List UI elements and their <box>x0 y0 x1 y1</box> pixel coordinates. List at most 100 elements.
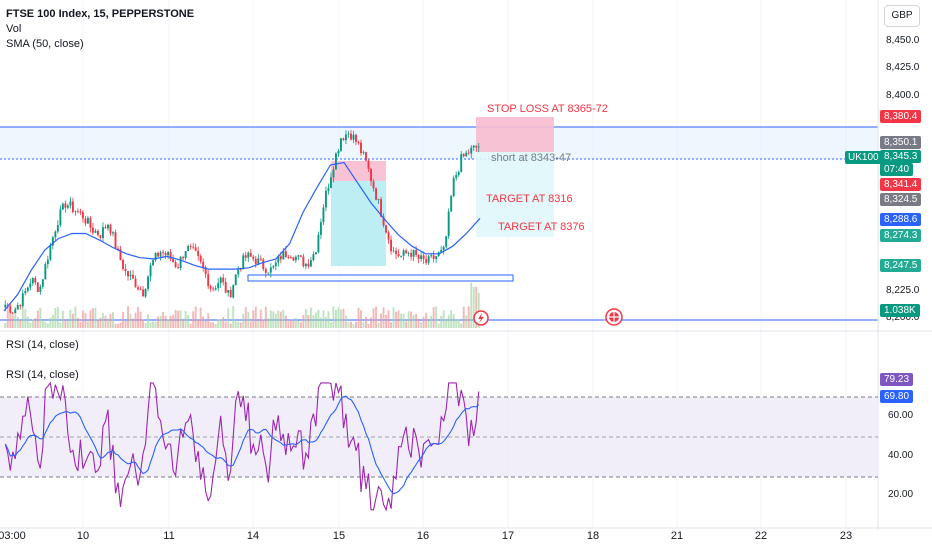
candle-body <box>11 312 14 314</box>
target2-annotation[interactable]: TARGET AT 8376 <box>498 221 585 233</box>
short-annotation[interactable]: short at 8343-47 <box>491 152 572 164</box>
volume-bar <box>119 322 122 328</box>
stop-loss-annotation[interactable]: STOP LOSS AT 8365-72 <box>487 103 608 115</box>
trade-target-box-2 <box>476 152 554 237</box>
candle-body <box>31 278 34 284</box>
candle-body <box>157 252 160 257</box>
volume-bar <box>36 310 39 328</box>
target1-annotation[interactable]: TARGET AT 8316 <box>486 193 573 205</box>
price-badge: 8,274.3 <box>880 229 922 242</box>
volume-bar <box>332 306 335 328</box>
rsi-tick: 40.00 <box>888 450 914 461</box>
resistance-zone <box>0 127 878 159</box>
support-rectangle <box>247 274 514 282</box>
volume-bar <box>309 307 312 328</box>
candle-body <box>430 255 433 257</box>
volume-bar <box>312 315 315 328</box>
candle-body <box>94 230 97 233</box>
volume-bar <box>435 306 438 328</box>
volume-bar <box>239 322 242 328</box>
candle-body <box>352 134 355 140</box>
volume-bar <box>334 309 337 328</box>
volume-bar <box>390 322 393 328</box>
candle-body <box>447 211 450 237</box>
candle-body <box>177 267 180 269</box>
candle-body <box>435 256 438 259</box>
candle-body <box>322 207 325 223</box>
volume-bar <box>61 310 64 328</box>
volume-bar <box>284 315 287 328</box>
sma-line <box>3 161 481 312</box>
candle-body <box>465 152 468 157</box>
candle-body <box>29 283 32 288</box>
volume-bar <box>117 323 119 328</box>
volume-bar <box>324 316 327 328</box>
volume-bar <box>16 316 19 328</box>
candle-body <box>347 133 350 135</box>
volume-bar <box>167 319 170 328</box>
volume-bar <box>274 313 277 328</box>
sma-label[interactable]: SMA (50, close) <box>6 38 84 50</box>
time-tick: 21 <box>670 530 684 542</box>
candle-body <box>54 231 57 238</box>
candle-body <box>114 232 117 249</box>
candle-body <box>41 279 44 287</box>
volume-bar <box>84 313 87 328</box>
candle-body <box>415 250 418 255</box>
rsi-header-label[interactable]: RSI (14, close) <box>6 339 79 351</box>
time-tick: 17 <box>501 530 515 542</box>
candle-body <box>56 225 59 232</box>
price-tick: 8,225.0 <box>886 285 920 296</box>
candle-body <box>314 252 317 255</box>
volume-bar <box>147 314 150 328</box>
candle-body <box>112 232 114 234</box>
price-tick: 8,450.0 <box>886 35 920 46</box>
currency-button[interactable]: GBP <box>884 5 920 27</box>
vol-label[interactable]: Vol <box>6 23 22 35</box>
time-tick: 15 <box>332 530 346 542</box>
candle-body <box>182 256 185 259</box>
candle-body <box>467 152 470 154</box>
volume-bar <box>237 321 240 328</box>
candle-body <box>74 211 77 213</box>
candle-body <box>174 262 177 268</box>
volume-bar <box>360 310 362 328</box>
volume-bar <box>367 323 370 328</box>
rsi-ma-badge: 69.80 <box>880 390 914 403</box>
candle-body <box>452 177 455 197</box>
lightning-icon[interactable] <box>473 310 489 326</box>
volume-bar <box>242 313 245 328</box>
flag-icon[interactable] <box>605 308 623 326</box>
volume-bar <box>410 311 413 328</box>
rsi-line <box>4 381 480 512</box>
volume-bar <box>44 321 47 328</box>
candle-body <box>460 154 463 172</box>
countdown-badge: 07:40 <box>880 163 914 176</box>
candle-body <box>365 152 367 161</box>
volume-bar <box>227 308 230 328</box>
price-badge: 8,341.4 <box>880 178 922 191</box>
volume-bar <box>307 314 310 328</box>
volume-bar <box>154 321 157 328</box>
symbol-title[interactable]: FTSE 100 Index, 15, PEPPERSTONE <box>6 8 195 20</box>
candle-body <box>357 141 360 143</box>
volume-bar <box>415 313 418 328</box>
time-tick: 14 <box>246 530 260 542</box>
volume-bar <box>347 322 350 328</box>
candle-body <box>289 257 292 258</box>
rsi-legend-label[interactable]: RSI (14, close) <box>6 369 79 381</box>
candle-body <box>442 246 445 250</box>
candle-body <box>142 289 144 297</box>
candle-body <box>387 232 390 240</box>
symbol-badge: UK100 <box>845 151 882 164</box>
candle-body <box>124 268 127 272</box>
volume-bar <box>445 318 448 328</box>
volume-bar <box>467 306 470 328</box>
candle-body <box>99 235 102 239</box>
candle-body <box>445 236 448 247</box>
candle-body <box>254 258 257 264</box>
volume-bar <box>365 316 367 328</box>
candle-body <box>212 288 215 290</box>
volume-bar <box>157 316 160 328</box>
